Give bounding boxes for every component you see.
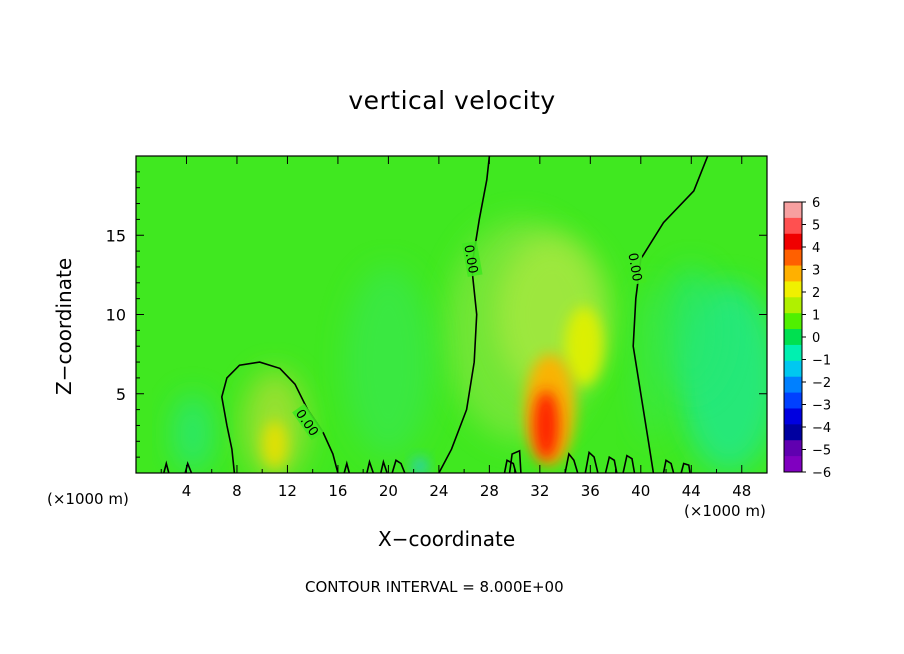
colorbar-swatch [784, 392, 802, 409]
chart-title: vertical velocity [348, 86, 556, 115]
x-tick-label: 28 [480, 482, 499, 500]
colorbar-swatch [784, 440, 802, 457]
field-shade [634, 282, 673, 442]
contour-label-text: 0.00 [460, 244, 480, 275]
contour-label: 0.00 [624, 248, 647, 285]
x-axis: 4 8 12 16 20 24 28 32 36 40 44 48 [160, 156, 751, 500]
colorbar-tick-label: 0 [812, 331, 820, 346]
contour-label-bg [461, 240, 483, 277]
colorbar-tick-label: 1 [812, 309, 820, 324]
contour-label: 0.00 [460, 240, 483, 277]
x-unit-label-left: (×1000 m) [47, 490, 129, 508]
colorbar-swatch [784, 297, 802, 314]
y-tick-label: 15 [106, 226, 126, 245]
x-tick-label: 16 [328, 482, 347, 500]
colorbar-tick-label: 2 [812, 286, 820, 301]
zero-contour [343, 460, 351, 473]
field-shade [659, 266, 723, 394]
colorbar-tick-label: −5 [812, 444, 831, 459]
zero-contour [508, 449, 522, 473]
colorbar-swatch [784, 360, 802, 378]
x-tick-label: 24 [429, 482, 448, 500]
field-shade [533, 390, 559, 461]
colorbar-tick-label: −3 [812, 399, 831, 414]
x-tick-label: 8 [232, 482, 242, 500]
colorbar-tick-label: −2 [812, 376, 831, 391]
colorbar-swatch [784, 217, 802, 235]
x-unit-label-right: (×1000 m) [684, 502, 766, 520]
zero-contour [632, 156, 709, 473]
x-tick-label: 48 [732, 482, 751, 500]
colorbar-swatch [784, 408, 802, 425]
colorbar-swatch [784, 265, 802, 282]
colorbar-tick-label: 3 [812, 264, 820, 279]
zero-contour [622, 454, 636, 473]
colorbar-tick-label: −6 [812, 466, 831, 481]
y-tick-label: 10 [106, 306, 126, 325]
colorbar-swatch [784, 281, 802, 298]
zero-contour [604, 455, 618, 473]
field-shade [412, 457, 428, 473]
zero-contour [366, 459, 375, 473]
colorbar: 6 5 4 3 2 1 0 −1 −2 −3 −4 −5 −6 [783, 196, 831, 481]
colorbar-swatch [784, 249, 802, 267]
zero-contour [438, 156, 491, 473]
y-axis: 5 10 15 [106, 171, 767, 458]
x-axis-label: X−coordinate [378, 527, 516, 551]
colorbar-swatch [784, 456, 802, 473]
zero-contour [662, 459, 675, 473]
contour-label-bg [625, 248, 647, 285]
zero-contour [680, 462, 691, 473]
field-shade [262, 420, 288, 469]
zero-contour [503, 459, 517, 473]
x-tick-label: 36 [581, 482, 600, 500]
x-tick-label: 40 [631, 482, 650, 500]
x-tick-label: 4 [182, 482, 192, 500]
colorbar-tick-label: 5 [812, 219, 820, 234]
colorbar-swatch [784, 424, 802, 441]
colorbar-tick-label: 4 [812, 241, 820, 256]
contour-label-text: 0.00 [624, 252, 644, 283]
x-tick-label: 20 [379, 482, 398, 500]
field-shade [565, 306, 603, 386]
colorbar-tick-label: 6 [812, 196, 820, 211]
colorbar-swatch [784, 233, 802, 251]
contour-interval-note: CONTOUR INTERVAL = 8.000E+00 [305, 578, 564, 596]
plot-area [136, 156, 767, 473]
x-tick-label: 32 [530, 482, 549, 500]
colorbar-swatch [784, 344, 802, 362]
zero-contour [391, 459, 406, 473]
x-tick-label: 12 [278, 482, 297, 500]
zero-contour [380, 458, 388, 473]
y-axis-label: Z−coordinate [52, 257, 76, 395]
colorbar-swatch [784, 313, 802, 330]
colorbar-tick-label: −4 [812, 421, 831, 436]
y-tick-label: 5 [116, 385, 126, 404]
field-shade [172, 393, 213, 473]
field-shading [172, 219, 767, 473]
zero-contour [163, 460, 170, 473]
colorbar-swatch [784, 376, 802, 394]
colorbar-swatch [784, 202, 802, 219]
zero-contour [564, 452, 579, 473]
contour-label-bg [292, 403, 324, 441]
colorbar-swatch [784, 329, 802, 346]
zero-contour [584, 450, 599, 473]
field-shade [344, 266, 433, 458]
colorbar-tick-label: −1 [812, 354, 831, 369]
x-tick-label: 44 [682, 482, 701, 500]
